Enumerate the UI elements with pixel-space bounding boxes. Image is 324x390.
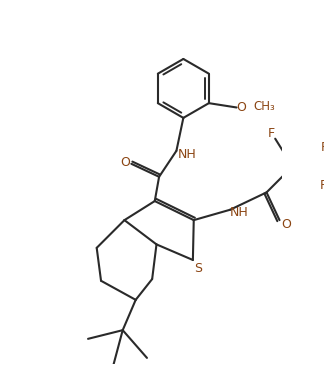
Text: S: S — [194, 262, 202, 275]
Text: F: F — [321, 141, 324, 154]
Text: O: O — [120, 156, 130, 168]
Text: O: O — [282, 218, 291, 231]
Text: F: F — [268, 127, 275, 140]
Text: CH₃: CH₃ — [253, 100, 275, 113]
Text: F: F — [320, 179, 324, 192]
Text: NH: NH — [178, 148, 196, 161]
Text: NH: NH — [229, 206, 248, 219]
Text: O: O — [236, 101, 246, 114]
